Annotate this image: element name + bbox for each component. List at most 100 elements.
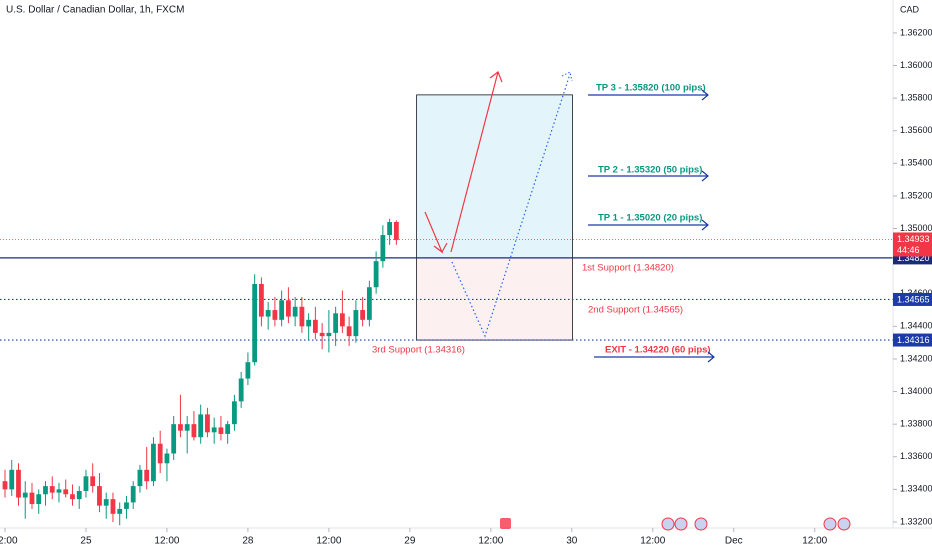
candle-body [137,469,143,487]
x-tick-label: 12:00 [478,536,503,547]
blue-arrow-head [561,71,573,82]
x-tick-label: 25 [80,536,92,547]
annotation-layer: TP 3 - 1.35820 (100 pips) TP 2 - 1.35320 … [372,83,715,363]
candle-body [198,414,204,438]
candle-body [339,313,345,327]
candle-body [110,499,116,514]
candle-body [387,222,393,236]
level-price-label: 1.34565 [897,294,930,304]
candle-body [36,494,42,505]
candle-body [70,494,75,500]
annotation-arrow-head [707,351,715,363]
candle-body [211,427,217,433]
blue-dotted-path [451,73,571,338]
annotation-arrow-head [701,219,709,231]
candle-body [151,443,156,482]
y-tick-label: 1.35800 [900,93,932,103]
candle-body [380,235,386,262]
candle-body [16,469,21,498]
candle-body [103,499,109,506]
candle-body [184,424,190,431]
candle-body [360,310,366,320]
y-tick-label: 1.35200 [900,190,932,200]
candle-body [97,486,102,506]
x-tick-label: 12:00 [0,536,18,547]
candle-body [144,469,150,482]
candle-body [191,424,197,438]
y-tick-label: 1.33200 [900,516,932,526]
x-tick-label: Dec [725,536,743,547]
candle-body [56,489,62,493]
position-frame [416,94,573,341]
currency-label: CAD [900,4,920,14]
candle-body [259,283,264,317]
candle-body [279,300,285,320]
x-tick-label: 12:00 [154,536,179,547]
x-tick-label: 12:00 [640,536,665,547]
candle-body [373,261,379,288]
chart-title: U.S. Dollar / Canadian Dollar, 1h, FXCM [6,5,184,16]
candle-body [312,319,318,333]
candle-body [366,287,372,320]
candle-body [272,310,278,320]
event-icon [661,517,675,531]
candle-body [22,492,28,498]
annotation: TP 1 - 1.35020 (20 pips) [598,213,702,224]
candle-body [171,424,177,454]
y-tick-label: 1.36200 [900,27,932,37]
axis-layer: 1.33200 1.33400 1.33600 1.33800 1.34000 1.342… [0,27,932,547]
level-price-box [893,333,932,347]
candle-body [238,378,244,402]
candle-body [393,222,399,240]
level-price-box [893,292,932,306]
red-arrow-head [489,71,503,83]
candle-body [90,476,96,487]
y-tick-label: 1.34400 [900,321,932,331]
y-tick-label: 1.34200 [900,353,932,363]
level-price-label: 1.34316 [897,335,930,345]
position-layer [416,94,573,341]
x-tick-label: 12:00 [802,536,827,547]
red-arrow [450,71,499,253]
y-tick-label: 1.35000 [900,223,932,233]
event-icon [674,517,688,531]
countdown-label: 44:46 [897,245,920,255]
profit-zone [416,94,573,258]
level-price-label: 1.34820 [897,253,930,263]
x-tick-label: 12:00 [316,536,341,547]
annotation: EXIT - 1.34220 (60 pips) [605,345,711,356]
annotation: 1st Support (1.34820) [582,263,674,274]
candle-body [157,443,163,464]
event-icon [694,517,708,531]
annotation: 3rd Support (1.34316) [372,345,465,356]
candle-body [225,424,231,434]
candle-body [285,300,291,317]
candle-body [9,469,15,490]
candle-body [205,414,210,433]
event-icon [837,517,851,531]
y-tick-label: 1.35600 [900,125,932,135]
last-price-label: 1.34933 [897,234,930,244]
candle-body [178,424,183,431]
candle-body [292,306,298,317]
y-tick-label: 1.35400 [900,158,932,168]
annotation: TP 2 - 1.35320 (50 pips) [598,165,702,176]
candle-body [333,313,339,333]
event-icon [500,518,511,529]
annotation: TP 3 - 1.35820 (100 pips) [596,83,706,94]
x-tick-label: 30 [566,536,578,547]
candle-body [164,453,170,464]
y-tick-label: 1.33600 [900,451,932,461]
candle-body [43,486,48,495]
candle-body [326,332,332,337]
candle-body [346,326,352,337]
y-tick-label: 1.34000 [900,386,932,396]
annotation-arrow-head [701,89,709,101]
candle-body [252,283,258,363]
event-icon [823,517,837,531]
candle-body [124,502,129,509]
candle-body [2,481,8,490]
level-layer [0,239,893,341]
candle-body [218,427,224,434]
y-tick-label: 1.33400 [900,484,932,494]
